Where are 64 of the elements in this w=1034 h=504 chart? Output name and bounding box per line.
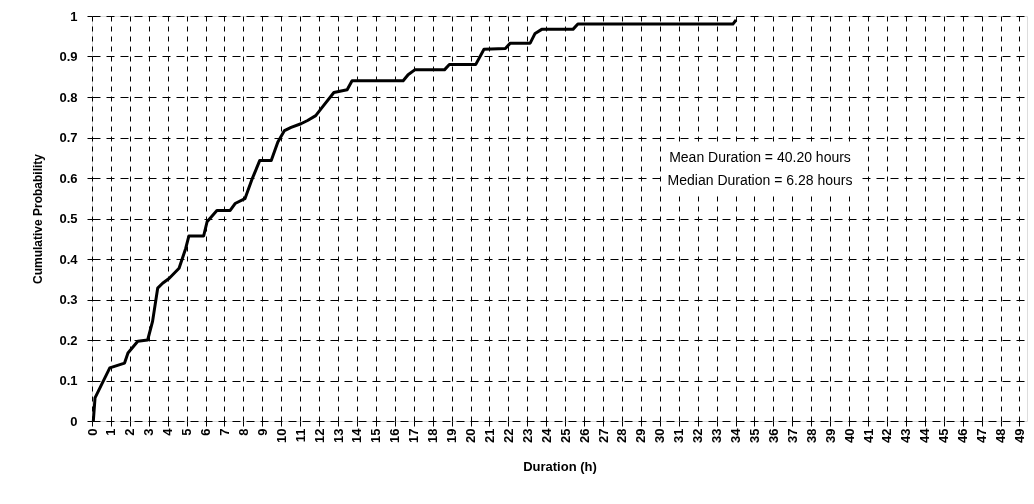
x-tick-label: 31 — [671, 428, 687, 443]
x-tick-label: 12 — [311, 428, 327, 443]
y-tick-label: 1 — [70, 8, 78, 24]
x-tick-label: 46 — [955, 428, 971, 443]
x-tick-label: 26 — [576, 428, 592, 443]
x-tick-label: 13 — [330, 428, 346, 443]
y-tick-label: 0.6 — [59, 170, 78, 186]
x-tick-label: 19 — [444, 428, 460, 443]
x-tick-label: 41 — [860, 428, 876, 443]
y-tick-label: 0.1 — [59, 373, 78, 388]
annotation: Median Duration = 6.28 hours — [667, 172, 853, 188]
x-tick-label: 17 — [406, 428, 422, 443]
x-tick-label: 40 — [841, 428, 857, 443]
x-tick-label: 18 — [425, 428, 441, 443]
x-tick-label: 35 — [746, 428, 762, 443]
x-tick-label: 44 — [917, 427, 933, 443]
x-tick-label: 23 — [519, 428, 535, 443]
x-tick-label: 8 — [235, 428, 251, 436]
x-tick-label: 0 — [84, 428, 100, 436]
y-tick-label: 0.2 — [59, 332, 78, 348]
x-tick-label: 10 — [273, 428, 289, 443]
x-tick-label: 48 — [993, 428, 1008, 443]
x-tick-label: 47 — [974, 428, 990, 443]
x-tick-label: 24 — [538, 427, 554, 443]
annotation: Mean Duration = 40.20 hours — [669, 149, 851, 165]
y-tick-label: 0.7 — [59, 130, 78, 145]
x-tick-label: 1 — [103, 428, 119, 436]
y-tick-label: 0.9 — [59, 49, 78, 64]
x-axis-title: Duration (h) — [523, 458, 597, 474]
x-tick-label: 6 — [198, 428, 214, 436]
x-tick-label: 22 — [500, 428, 516, 443]
x-tick-label: 45 — [936, 428, 952, 443]
y-tick-label: 0.4 — [59, 251, 79, 267]
x-tick-label: 14 — [349, 427, 365, 443]
x-tick-label: 20 — [463, 428, 479, 443]
x-tick-label: 37 — [784, 428, 800, 443]
x-tick-label: 4 — [160, 427, 176, 436]
x-tick-label: 36 — [765, 428, 781, 443]
x-tick-label: 33 — [709, 428, 725, 443]
x-tick-label: 7 — [216, 428, 232, 436]
x-tick-label: 42 — [879, 428, 895, 443]
x-tick-label: 16 — [387, 428, 403, 443]
x-tick-label: 29 — [633, 428, 649, 443]
x-tick-label: 39 — [822, 428, 838, 443]
x-tick-label: 2 — [122, 428, 138, 436]
x-tick-label: 34 — [728, 427, 744, 443]
x-tick-label: 3 — [141, 428, 157, 436]
y-tick-label: 0.8 — [59, 89, 78, 105]
x-tick-label: 49 — [1011, 428, 1027, 443]
x-tick-label: 15 — [368, 428, 384, 443]
x-tick-label: 11 — [292, 428, 308, 443]
y-tick-label: 0.3 — [59, 292, 78, 307]
x-tick-label: 27 — [595, 428, 611, 443]
x-tick-label: 43 — [898, 428, 914, 443]
x-tick-label: 28 — [614, 428, 630, 443]
x-tick-label: 25 — [557, 428, 573, 443]
y-axis-title: Cumulative Probability — [31, 153, 46, 285]
x-tick-label: 21 — [481, 428, 497, 443]
x-tick-label: 32 — [690, 428, 706, 443]
x-tick-label: 5 — [179, 428, 195, 436]
y-tick-label: 0.5 — [59, 211, 78, 226]
x-tick-label: 9 — [254, 428, 270, 436]
x-tick-label: 30 — [652, 428, 668, 443]
x-tick-label: 38 — [803, 428, 819, 443]
